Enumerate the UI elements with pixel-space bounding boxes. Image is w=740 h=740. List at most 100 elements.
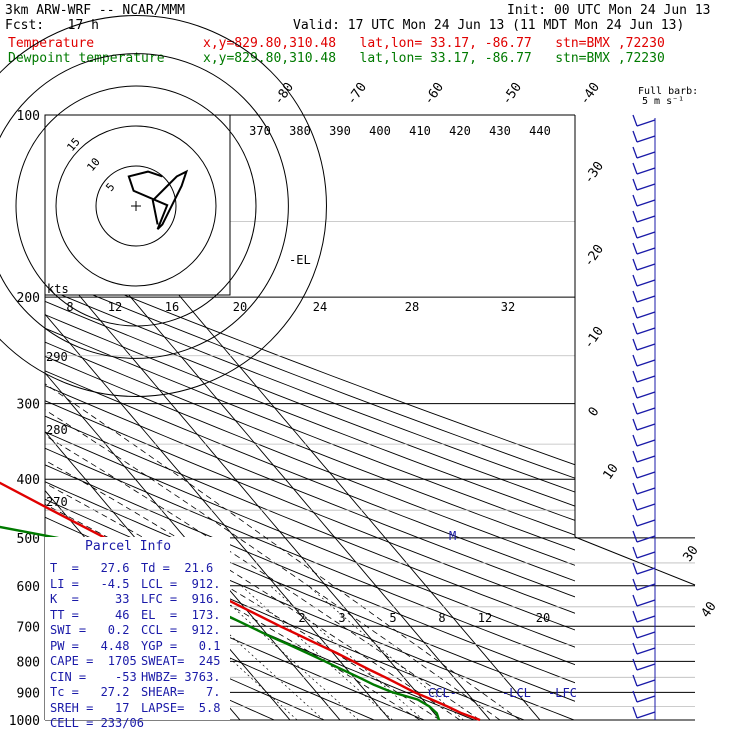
wind-barb [636, 423, 656, 431]
wind-barb [636, 455, 656, 463]
theta-label: 380 [289, 124, 311, 138]
pressure-label: 500 [17, 532, 40, 547]
parcel-value: HWBZ= 3763. [141, 669, 221, 684]
wind-barb [636, 711, 656, 719]
wind-barb [636, 487, 656, 495]
wind-barb [636, 119, 656, 127]
wind-barb-flag [632, 482, 638, 495]
isotherm-label: -20 [581, 242, 607, 270]
valid-time: Valid: 17 UTC Mon 24 Jun 13 (11 MDT Mon … [293, 18, 685, 33]
theta-label: 390 [329, 124, 351, 138]
wind-barb-flag [632, 434, 638, 447]
parcel-value: Tc = 27.2 [50, 685, 130, 699]
wind-barb [636, 439, 656, 447]
parcel-value: SWI = 0.2 [50, 623, 130, 637]
wind-barb [636, 503, 656, 511]
wind-barb [636, 359, 656, 367]
mixing-ratio-upper-label: 12 [108, 300, 122, 314]
mixing-ratio-upper-label: 32 [501, 300, 515, 314]
parcel-value: K = 33 [50, 592, 130, 606]
init-time: Init: 00 UTC Mon 24 Jun 13 [507, 3, 711, 18]
wind-barb [636, 343, 656, 351]
model-title: 3km ARW-WRF -- NCAR/MMM [5, 3, 186, 18]
pressure-label: 200 [17, 291, 40, 306]
wind-barb [636, 183, 656, 191]
mixing-ratio-label: 12 [478, 611, 492, 625]
wind-barb [636, 647, 656, 655]
wind-barb-flag [632, 370, 638, 383]
mixing-ratio-upper-label: 20 [233, 300, 247, 314]
isotherm-label: -80 [271, 80, 297, 108]
wind-barb [636, 391, 656, 399]
parcel-value: LCL = 912. [141, 576, 221, 591]
isotherm-label: -40 [577, 80, 603, 108]
dry-adiabat-label: 270 [46, 495, 68, 509]
parcel-value: SREH = 17 [50, 700, 130, 715]
wind-barb [636, 615, 656, 623]
pressure-label: 100 [17, 109, 40, 124]
wind-barb-flag [632, 690, 638, 703]
wind-barb-flag [632, 258, 638, 271]
isotherm-label: -30 [581, 159, 607, 187]
wind-barb-flag [632, 322, 638, 335]
parcel-value: CELL = 233/06 [50, 716, 144, 730]
wind-barb-flag [632, 226, 638, 239]
theta-label: 430 [489, 124, 511, 138]
hodograph-box [44, 114, 231, 296]
wind-barb-flag [632, 178, 638, 191]
parcel-info-panel: Parcel Info T = 27.6 Td = 21.6 LI = -4.5 LC… [45, 537, 230, 730]
dewpoint-legend: Dewpoint temperature [8, 51, 165, 66]
isotherm-label: 10 [600, 461, 621, 482]
wind-barb-flag [632, 290, 638, 303]
wind-barb-flag [632, 274, 638, 287]
hodograph-ring [55, 125, 217, 287]
mixing-ratio-upper-label: 8 [66, 300, 73, 314]
isotherm-label: -50 [499, 80, 525, 108]
temperature-location: x,y=829.80,310.48 lat,lon= 33.17, -86.77… [203, 36, 665, 51]
parcel-value: Td = 21.6 [141, 561, 214, 575]
wind-barb [636, 631, 656, 639]
wind-barb [636, 327, 656, 335]
isotherm-label: 30 [680, 543, 701, 564]
wind-barb [636, 231, 656, 239]
wind-barb [636, 535, 656, 543]
theta-label: 400 [369, 124, 391, 138]
mixing-ratio-label: 5 [389, 611, 396, 625]
wind-barb-flag [632, 498, 638, 511]
right-axis-lower [574, 536, 696, 586]
mixing-ratio-upper-label: 24 [313, 300, 327, 314]
wind-barb-flag [632, 146, 638, 159]
wind-barb-flag [632, 562, 638, 575]
parcel-value: CIN = -53 [50, 669, 137, 684]
melting-marker: M [449, 529, 456, 543]
wind-barb [636, 375, 656, 383]
lcl-marker: -LCL [502, 686, 531, 700]
dry-adiabat-label: 290 [46, 350, 68, 364]
mixing-ratio-line [269, 585, 424, 720]
hodograph-trace [127, 169, 189, 230]
wind-barb-legend: Full barb: [638, 86, 698, 97]
wind-barb-flag [632, 114, 638, 127]
wind-barb [636, 663, 656, 671]
wind-barb-flag [632, 610, 638, 623]
mixing-ratio-upper-label: 16 [165, 300, 179, 314]
hodograph-ring [0, 53, 289, 359]
isotherm-label: -10 [581, 324, 607, 352]
isotherm-label: -60 [421, 80, 447, 108]
pressure-label: 300 [17, 398, 40, 413]
wind-barb [636, 199, 656, 207]
theta-label: 370 [249, 124, 271, 138]
pressure-label: 700 [17, 620, 40, 635]
wind-barb [636, 167, 656, 175]
parcel-value: TT = 46 [50, 607, 130, 622]
wind-barb [636, 679, 656, 687]
wind-barb-flag [632, 402, 638, 415]
pressure-label: 1000 [9, 714, 40, 729]
wind-barb-flag [632, 338, 638, 351]
lfc-marker: -LFC [548, 686, 577, 700]
wind-barb [636, 247, 656, 255]
wind-barb-flag [632, 594, 638, 607]
temperature-legend: Temperature [8, 36, 95, 51]
parcel-value: EL = 173. [141, 607, 221, 622]
wind-barb [636, 551, 656, 559]
